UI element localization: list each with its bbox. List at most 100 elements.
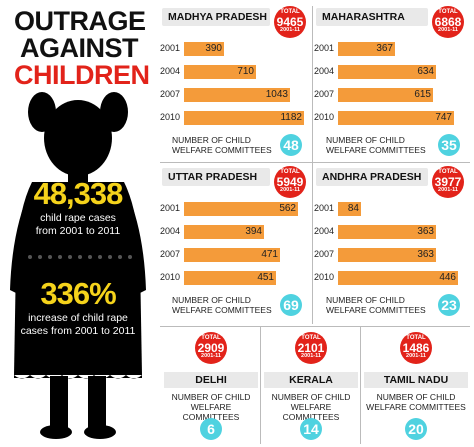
total-badge-value: 2101 bbox=[297, 341, 325, 355]
year-label: 2004 bbox=[314, 226, 335, 236]
increase-desc-1: increase of child rape bbox=[28, 312, 128, 324]
total-badge-label: TOTAL bbox=[280, 9, 300, 15]
committee-label-2: WELFARE COMMITTEES bbox=[172, 145, 272, 155]
committee-count: 48 bbox=[280, 134, 302, 156]
data-bar-value: 367 bbox=[376, 43, 393, 54]
committee-count: 14 bbox=[300, 418, 322, 440]
total-badge-label: TOTAL bbox=[301, 335, 321, 341]
year-label: 2001 bbox=[314, 43, 335, 53]
data-bar bbox=[338, 88, 433, 102]
committee-label-1: NUMBER OF CHILD bbox=[326, 295, 405, 305]
year-label: 2004 bbox=[314, 66, 335, 76]
data-bar bbox=[184, 111, 304, 125]
data-bar-value: 363 bbox=[417, 249, 434, 260]
committee-label-1: NUMBER OF CHILD bbox=[172, 295, 251, 305]
title-line-3: CHILDREN bbox=[14, 60, 150, 90]
rape-total-desc-1: child rape cases bbox=[40, 212, 116, 224]
small-region-title: TAMIL NADU bbox=[364, 372, 468, 388]
increase-desc-2: cases from 2001 to 2011 bbox=[20, 325, 136, 337]
total-badge-period: 2001-11 bbox=[406, 353, 426, 359]
data-bar-value: 446 bbox=[439, 272, 456, 283]
rape-total-desc-2: from 2001 to 2011 bbox=[35, 225, 121, 237]
grid-divider-vertical bbox=[312, 6, 313, 324]
total-badge: TOTAL 6868 2001-11 bbox=[432, 6, 464, 38]
grid-divider-horizontal bbox=[160, 162, 470, 163]
committee-label-1: NUMBER OF CHILD bbox=[172, 135, 251, 145]
data-bar bbox=[338, 225, 436, 239]
committee-count: 35 bbox=[438, 134, 460, 156]
total-badge-value: 3977 bbox=[434, 175, 462, 189]
region-title: MAHARASHTRA bbox=[316, 8, 428, 26]
committee-label-2: WELFARE COMMITTEES bbox=[172, 305, 272, 315]
title-line-1: OUTRAGE bbox=[14, 6, 146, 36]
total-badge: TOTAL 2909 2001-11 bbox=[195, 332, 227, 364]
year-label: 2007 bbox=[314, 89, 335, 99]
committee-label-2: WELFARE COMMITTEES bbox=[282, 402, 340, 422]
year-label: 2007 bbox=[160, 89, 181, 99]
total-badge-value: 6868 bbox=[434, 15, 462, 29]
committee-count: 20 bbox=[405, 418, 427, 440]
total-badge-period: 2001-11 bbox=[280, 27, 300, 33]
committee-count: 6 bbox=[200, 418, 222, 440]
total-badge-period: 2001-11 bbox=[280, 187, 300, 193]
data-bar-value: 1043 bbox=[265, 89, 288, 100]
year-label: 2010 bbox=[314, 272, 335, 282]
committee-label-1: NUMBER OF CHILD bbox=[376, 392, 456, 402]
total-badge: TOTAL 1486 2001-11 bbox=[400, 332, 432, 364]
committee-label-2: WELFARE COMMITTEES bbox=[326, 145, 426, 155]
data-bar bbox=[184, 42, 224, 56]
year-label: 2004 bbox=[160, 226, 181, 236]
data-bar-value: 363 bbox=[417, 226, 434, 237]
data-bar bbox=[184, 65, 256, 79]
total-badge-period: 2001-11 bbox=[201, 353, 221, 359]
data-bar-value: 710 bbox=[237, 66, 254, 77]
committee-count: 23 bbox=[438, 294, 460, 316]
data-bar-value: 615 bbox=[414, 89, 431, 100]
small-region-title: KERALA bbox=[264, 372, 358, 388]
year-label: 2007 bbox=[160, 249, 181, 259]
data-bar-value: 394 bbox=[245, 226, 262, 237]
grid-divider-bottom bbox=[160, 326, 470, 327]
data-bar bbox=[338, 65, 436, 79]
small-divider-2 bbox=[360, 326, 361, 444]
total-badge-label: TOTAL bbox=[201, 335, 221, 341]
data-bar bbox=[184, 248, 280, 262]
total-badge: TOTAL 9465 2001-11 bbox=[274, 6, 306, 38]
rape-total-value: 48,338 bbox=[33, 176, 124, 211]
total-badge-label: TOTAL bbox=[438, 169, 458, 175]
total-badge: TOTAL 3977 2001-11 bbox=[432, 166, 464, 198]
data-bar bbox=[338, 248, 436, 262]
total-badge: TOTAL 5949 2001-11 bbox=[274, 166, 306, 198]
data-bar-value: 1182 bbox=[280, 112, 302, 123]
year-label: 2001 bbox=[314, 203, 335, 213]
data-bar bbox=[184, 202, 298, 216]
data-bar-value: 451 bbox=[257, 272, 274, 283]
total-badge-period: 2001-11 bbox=[438, 27, 458, 33]
year-label: 2010 bbox=[160, 112, 181, 122]
total-badge-value: 1486 bbox=[402, 341, 430, 355]
data-bar bbox=[184, 88, 290, 102]
data-bar-value: 747 bbox=[435, 112, 452, 123]
total-badge: TOTAL 2101 2001-11 bbox=[295, 332, 327, 364]
committee-label-1: NUMBER OF CHILD bbox=[171, 392, 251, 402]
increase-value: 336% bbox=[40, 276, 116, 311]
committee-label-2: WELFARE COMMITTEES bbox=[326, 305, 426, 315]
committee-count: 69 bbox=[280, 294, 302, 316]
year-label: 2007 bbox=[314, 249, 335, 259]
total-badge-period: 2001-11 bbox=[301, 353, 321, 359]
committee-label-1: NUMBER OF CHILD bbox=[271, 392, 351, 402]
total-badge-value: 9465 bbox=[276, 15, 304, 29]
data-bar-value: 562 bbox=[279, 203, 296, 214]
title-line-2: AGAINST bbox=[20, 33, 139, 63]
data-bar bbox=[338, 202, 361, 216]
region-title: UTTAR PRADESH bbox=[162, 168, 270, 186]
small-region-title: DELHI bbox=[164, 372, 258, 388]
year-label: 2010 bbox=[314, 112, 335, 122]
total-badge-period: 2001-11 bbox=[438, 187, 458, 193]
data-bar-value: 84 bbox=[347, 203, 359, 214]
committee-label-2: WELFARE COMMITTEES bbox=[182, 402, 240, 422]
data-bar bbox=[184, 271, 276, 285]
year-label: 2010 bbox=[160, 272, 181, 282]
committee-label-1: NUMBER OF CHILD bbox=[326, 135, 405, 145]
total-badge-value: 2909 bbox=[197, 341, 225, 355]
